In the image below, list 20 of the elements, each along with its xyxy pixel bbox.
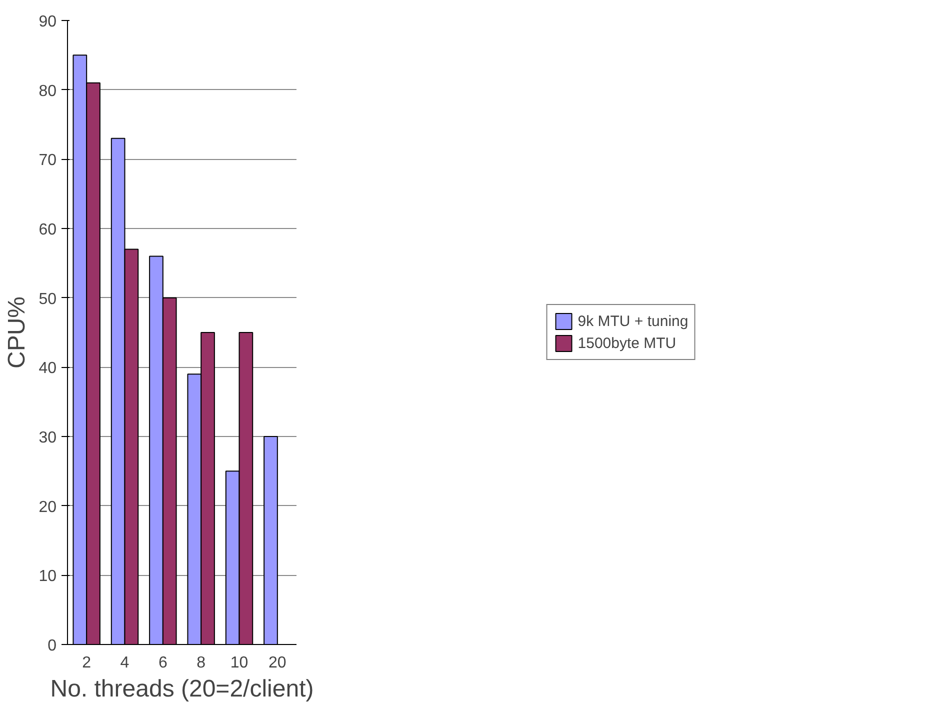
y-tick-label: 80 — [38, 82, 57, 100]
y-tick-label: 70 — [38, 152, 57, 170]
y-tick-label: 50 — [38, 290, 57, 308]
legend-label: 1500byte MTU — [578, 334, 676, 352]
x-tick-label: 20 — [268, 654, 286, 672]
y-tick-label: 20 — [38, 498, 57, 516]
x-tick-label: 10 — [230, 654, 248, 672]
x-tick-label: 6 — [158, 654, 168, 672]
y-tick-label: 40 — [38, 360, 57, 378]
y-tick-label: 60 — [38, 222, 57, 238]
y-tick-label: 10 — [38, 568, 57, 586]
x-tick-label: 8 — [196, 654, 206, 672]
legend-label: 9k MTU + tuning — [578, 312, 688, 330]
x-axis-title: No. threads (20=2/client) — [50, 676, 314, 702]
y-axis-title: CPU% — [4, 296, 31, 369]
y-tick-label: 0 — [48, 638, 57, 654]
y-tick-label: 30 — [38, 430, 57, 446]
x-tick-label: 2 — [82, 654, 92, 672]
y-tick-label: 90 — [38, 14, 57, 30]
x-tick-label: 4 — [120, 654, 130, 672]
